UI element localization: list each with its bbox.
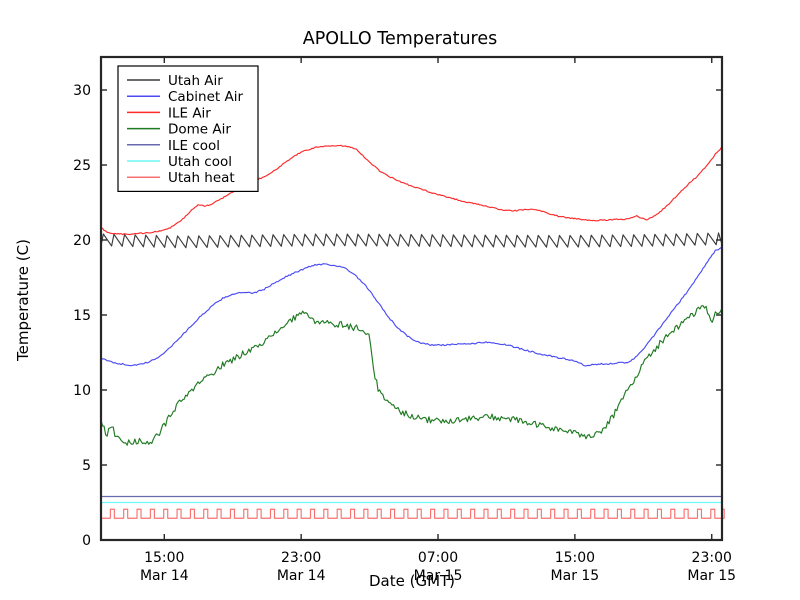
series-layer bbox=[100, 144, 725, 519]
legend-entry-ile-cool[interactable]: ILE cool bbox=[127, 138, 220, 154]
y-tick-label: 25 bbox=[73, 158, 91, 174]
chart-title: APOLLO Temperatures bbox=[303, 29, 497, 49]
y-axis-ticks: 0 5 10 15 20 25 30 bbox=[73, 83, 722, 549]
x-tick-label-date: Mar 15 bbox=[551, 568, 600, 584]
x-tick-label-time: 15:00 bbox=[144, 550, 184, 566]
legend-label: Cabinet Air bbox=[168, 89, 243, 105]
y-tick-label: 0 bbox=[82, 533, 91, 549]
x-tick-label-date: Mar 15 bbox=[687, 568, 736, 584]
x-tick-label-time: 07:00 bbox=[418, 550, 458, 566]
x-tick-label-date: Mar 15 bbox=[414, 568, 463, 584]
legend-label: Utah cool bbox=[168, 154, 232, 170]
legend-label: ILE Air bbox=[168, 105, 211, 121]
legend-label: ILE cool bbox=[168, 138, 220, 154]
legend-entry-utah-air[interactable]: Utah Air bbox=[127, 73, 223, 89]
legend-entry-utah-cool[interactable]: Utah cool bbox=[127, 154, 232, 170]
y-tick-label: 30 bbox=[73, 83, 91, 99]
x-axis-ticks: 15:00 Mar 14 23:00 Mar 14 07:00 Mar 15 15:00 Ma… bbox=[140, 57, 736, 584]
series-line-cabinet-air bbox=[100, 246, 723, 367]
y-tick-label: 10 bbox=[73, 383, 91, 399]
legend-entry-dome-air[interactable]: Dome Air bbox=[127, 122, 231, 138]
legend-entry-utah-heat[interactable]: Utah heat bbox=[127, 170, 235, 186]
legend-entry-cabinet-air[interactable]: Cabinet Air bbox=[127, 89, 243, 105]
series-line-utah-air bbox=[100, 232, 723, 249]
x-tick-label-date: Mar 14 bbox=[140, 568, 189, 584]
y-axis-label: Temperature (C) bbox=[14, 239, 32, 362]
series-line-utah-heat bbox=[100, 508, 725, 519]
x-tick-label-time: 23:00 bbox=[692, 550, 732, 566]
y-tick-label: 5 bbox=[82, 458, 91, 474]
series-line-ile-air bbox=[100, 144, 723, 236]
x-tick-label-time: 23:00 bbox=[281, 550, 321, 566]
x-tick-label-time: 15:00 bbox=[555, 550, 595, 566]
series-line-dome-air bbox=[100, 305, 723, 446]
x-tick-label-date: Mar 14 bbox=[277, 568, 326, 584]
plot-frame bbox=[99, 55, 724, 542]
legend-entry-ile-air[interactable]: ILE Air bbox=[127, 105, 211, 121]
legend-label: Utah Air bbox=[168, 73, 223, 89]
legend-label: Dome Air bbox=[168, 122, 231, 138]
y-tick-label: 15 bbox=[73, 308, 91, 324]
x-axis-label: Date (GMT) bbox=[369, 572, 455, 590]
y-tick-label: 20 bbox=[73, 233, 91, 249]
legend-label: Utah heat bbox=[168, 170, 235, 186]
